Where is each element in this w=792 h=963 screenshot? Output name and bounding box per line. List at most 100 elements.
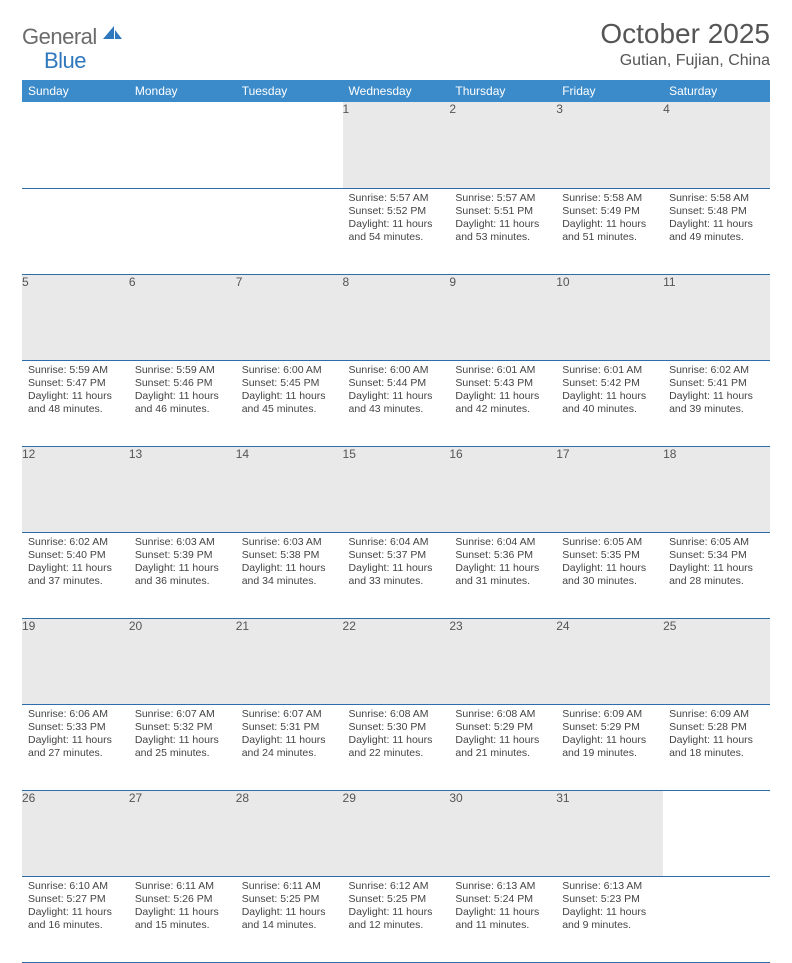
day-detail-line: Sunset: 5:29 PM — [455, 721, 550, 734]
day-number: 17 — [556, 446, 663, 532]
day-detail-line: Sunrise: 6:04 AM — [455, 536, 550, 549]
day-detail-line: Sunrise: 6:08 AM — [349, 708, 444, 721]
day-details: Sunrise: 6:13 AMSunset: 5:24 PMDaylight:… — [449, 877, 556, 937]
day-details: Sunrise: 6:07 AMSunset: 5:32 PMDaylight:… — [129, 705, 236, 765]
day-detail-line: Daylight: 11 hours — [562, 390, 657, 403]
day-detail-line: Daylight: 11 hours — [135, 906, 230, 919]
page-title: October 2025 — [600, 18, 770, 50]
weekday-header: Thursday — [449, 80, 556, 102]
day-detail-line: Daylight: 11 hours — [349, 562, 444, 575]
day-number: 13 — [129, 446, 236, 532]
day-details: Sunrise: 6:08 AMSunset: 5:29 PMDaylight:… — [449, 705, 556, 765]
day-details: Sunrise: 6:09 AMSunset: 5:28 PMDaylight:… — [663, 705, 770, 765]
brand-blue: Blue — [44, 48, 86, 74]
day-number: 22 — [343, 618, 450, 704]
day-number: 21 — [236, 618, 343, 704]
title-block: October 2025 Gutian, Fujian, China — [600, 18, 770, 70]
day-detail-line: Daylight: 11 hours — [562, 906, 657, 919]
day-detail-line: Sunrise: 6:13 AM — [562, 880, 657, 893]
brand-general: General — [22, 24, 97, 50]
weekday-header: Sunday — [22, 80, 129, 102]
day-number: 31 — [556, 790, 663, 876]
day-number: 8 — [343, 274, 450, 360]
day-detail-line: Sunset: 5:35 PM — [562, 549, 657, 562]
day-detail-line: and 27 minutes. — [28, 747, 123, 760]
day-detail-line: Daylight: 11 hours — [135, 562, 230, 575]
day-detail-line: Sunrise: 6:11 AM — [135, 880, 230, 893]
day-detail-line: Daylight: 11 hours — [349, 390, 444, 403]
day-detail-line: Daylight: 11 hours — [242, 734, 337, 747]
day-detail-line: Sunset: 5:39 PM — [135, 549, 230, 562]
day-number: 10 — [556, 274, 663, 360]
day-detail-line: Sunrise: 6:07 AM — [135, 708, 230, 721]
day-detail-line: Sunrise: 6:11 AM — [242, 880, 337, 893]
day-details: Sunrise: 6:13 AMSunset: 5:23 PMDaylight:… — [556, 877, 663, 937]
weekday-header: Tuesday — [236, 80, 343, 102]
day-detail-line: Sunset: 5:27 PM — [28, 893, 123, 906]
brand-sail-icon — [101, 24, 123, 47]
day-cell: Sunrise: 6:13 AMSunset: 5:24 PMDaylight:… — [449, 876, 556, 962]
day-detail-line: Daylight: 11 hours — [669, 390, 764, 403]
day-details: Sunrise: 5:58 AMSunset: 5:49 PMDaylight:… — [556, 189, 663, 249]
day-cell: Sunrise: 6:06 AMSunset: 5:33 PMDaylight:… — [22, 704, 129, 790]
day-content-row: Sunrise: 6:10 AMSunset: 5:27 PMDaylight:… — [22, 876, 770, 962]
day-number: 25 — [663, 618, 770, 704]
day-detail-line: and 31 minutes. — [455, 575, 550, 588]
day-cell: Sunrise: 6:07 AMSunset: 5:31 PMDaylight:… — [236, 704, 343, 790]
day-detail-line: Sunset: 5:49 PM — [562, 205, 657, 218]
day-cell: Sunrise: 6:13 AMSunset: 5:23 PMDaylight:… — [556, 876, 663, 962]
day-detail-line: Sunset: 5:37 PM — [349, 549, 444, 562]
day-detail-line: Sunset: 5:25 PM — [349, 893, 444, 906]
day-detail-line: and 40 minutes. — [562, 403, 657, 416]
day-details: Sunrise: 6:09 AMSunset: 5:29 PMDaylight:… — [556, 705, 663, 765]
day-detail-line: Daylight: 11 hours — [669, 218, 764, 231]
day-detail-line: and 33 minutes. — [349, 575, 444, 588]
day-detail-line: Sunrise: 6:09 AM — [562, 708, 657, 721]
day-detail-line: and 42 minutes. — [455, 403, 550, 416]
day-cell: Sunrise: 5:59 AMSunset: 5:46 PMDaylight:… — [129, 360, 236, 446]
day-cell: Sunrise: 6:03 AMSunset: 5:38 PMDaylight:… — [236, 532, 343, 618]
day-number: 26 — [22, 790, 129, 876]
day-detail-line: and 22 minutes. — [349, 747, 444, 760]
day-cell: Sunrise: 6:01 AMSunset: 5:43 PMDaylight:… — [449, 360, 556, 446]
day-detail-line: Sunset: 5:36 PM — [455, 549, 550, 562]
day-cell: Sunrise: 5:58 AMSunset: 5:48 PMDaylight:… — [663, 188, 770, 274]
day-cell — [236, 188, 343, 274]
day-number: 2 — [449, 102, 556, 188]
day-cell: Sunrise: 5:58 AMSunset: 5:49 PMDaylight:… — [556, 188, 663, 274]
day-detail-line: and 34 minutes. — [242, 575, 337, 588]
weekday-header: Wednesday — [343, 80, 450, 102]
day-detail-line: Sunset: 5:33 PM — [28, 721, 123, 734]
day-cell: Sunrise: 6:12 AMSunset: 5:25 PMDaylight:… — [343, 876, 450, 962]
day-detail-line: Sunset: 5:51 PM — [455, 205, 550, 218]
day-detail-line: Sunset: 5:25 PM — [242, 893, 337, 906]
day-details: Sunrise: 6:03 AMSunset: 5:39 PMDaylight:… — [129, 533, 236, 593]
weekday-header: Saturday — [663, 80, 770, 102]
day-details: Sunrise: 6:05 AMSunset: 5:34 PMDaylight:… — [663, 533, 770, 593]
day-cell: Sunrise: 6:10 AMSunset: 5:27 PMDaylight:… — [22, 876, 129, 962]
day-number — [663, 790, 770, 876]
day-detail-line: Sunrise: 6:00 AM — [242, 364, 337, 377]
day-details: Sunrise: 6:04 AMSunset: 5:37 PMDaylight:… — [343, 533, 450, 593]
weekday-header: Friday — [556, 80, 663, 102]
day-detail-line: Daylight: 11 hours — [28, 734, 123, 747]
day-details: Sunrise: 6:12 AMSunset: 5:25 PMDaylight:… — [343, 877, 450, 937]
day-details: Sunrise: 6:02 AMSunset: 5:40 PMDaylight:… — [22, 533, 129, 593]
day-cell: Sunrise: 6:03 AMSunset: 5:39 PMDaylight:… — [129, 532, 236, 618]
day-detail-line: Sunset: 5:45 PM — [242, 377, 337, 390]
day-detail-line: and 53 minutes. — [455, 231, 550, 244]
day-detail-line: Daylight: 11 hours — [562, 562, 657, 575]
day-number-row: 1234 — [22, 102, 770, 188]
day-content-row: Sunrise: 5:59 AMSunset: 5:47 PMDaylight:… — [22, 360, 770, 446]
day-detail-line: and 24 minutes. — [242, 747, 337, 760]
day-detail-line: Sunrise: 6:07 AM — [242, 708, 337, 721]
day-detail-line: Daylight: 11 hours — [28, 906, 123, 919]
day-details: Sunrise: 6:04 AMSunset: 5:36 PMDaylight:… — [449, 533, 556, 593]
day-detail-line: Sunset: 5:29 PM — [562, 721, 657, 734]
day-detail-line: Daylight: 11 hours — [28, 390, 123, 403]
day-detail-line: and 28 minutes. — [669, 575, 764, 588]
day-detail-line: and 45 minutes. — [242, 403, 337, 416]
day-detail-line: and 12 minutes. — [349, 919, 444, 932]
day-detail-line: Sunset: 5:42 PM — [562, 377, 657, 390]
day-detail-line: Sunrise: 5:57 AM — [455, 192, 550, 205]
